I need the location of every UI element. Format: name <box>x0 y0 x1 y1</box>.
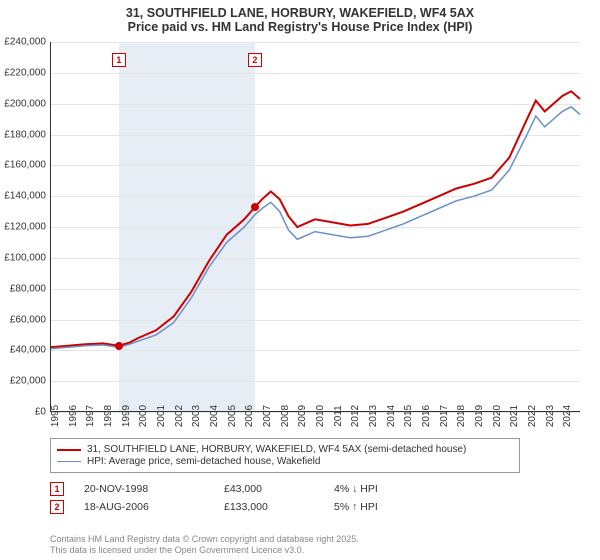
x-tick-label: 1997 <box>85 405 96 427</box>
x-tick-label: 2001 <box>156 405 167 427</box>
x-tick-label: 2011 <box>333 405 344 427</box>
title-line-1: 31, SOUTHFIELD LANE, HORBURY, WAKEFIELD,… <box>10 6 590 20</box>
line-series-svg <box>50 42 580 412</box>
series-line-hpi <box>50 107 580 349</box>
legend-row-property: 31, SOUTHFIELD LANE, HORBURY, WAKEFIELD,… <box>57 444 513 455</box>
x-tick-label: 2023 <box>545 405 556 427</box>
x-tick-label: 2004 <box>209 405 220 427</box>
y-axis-line <box>50 42 51 412</box>
attribution-line-2: This data is licensed under the Open Gov… <box>50 545 359 556</box>
x-tick-label: 2022 <box>527 405 538 427</box>
x-tick-label: 1999 <box>121 405 132 427</box>
y-tick-label: £180,000 <box>4 129 46 140</box>
x-tick-label: 2008 <box>280 405 291 427</box>
chart-title-block: 31, SOUTHFIELD LANE, HORBURY, WAKEFIELD,… <box>0 0 600 38</box>
x-tick-label: 1996 <box>68 405 79 427</box>
sales-pct: 4% ↓ HPI <box>334 483 434 495</box>
x-tick-label: 2010 <box>315 405 326 427</box>
marker-point-1 <box>115 342 123 350</box>
y-tick-label: £220,000 <box>4 67 46 78</box>
y-axis: £0£20,000£40,000£60,000£80,000£100,000£1… <box>0 42 50 412</box>
legend-label-hpi: HPI: Average price, semi-detached house,… <box>87 456 320 467</box>
sales-marker: 1 <box>50 482 64 496</box>
x-tick-label: 2000 <box>138 405 149 427</box>
x-tick-label: 2012 <box>350 405 361 427</box>
y-tick-label: £120,000 <box>4 222 46 233</box>
x-tick-label: 2017 <box>439 405 450 427</box>
legend-label-property: 31, SOUTHFIELD LANE, HORBURY, WAKEFIELD,… <box>87 444 466 455</box>
sales-pct: 5% ↑ HPI <box>334 501 434 513</box>
sales-date: 20-NOV-1998 <box>84 483 224 495</box>
legend-row-hpi: HPI: Average price, semi-detached house,… <box>57 456 513 467</box>
sales-table: 1 20-NOV-1998£43,0004% ↓ HPI 2 18-AUG-2006£… <box>50 480 434 516</box>
x-tick-label: 2014 <box>386 405 397 427</box>
x-tick-label: 2003 <box>191 405 202 427</box>
y-tick-label: £60,000 <box>10 314 46 325</box>
x-tick-label: 2013 <box>368 405 379 427</box>
x-tick-label: 1998 <box>103 405 114 427</box>
y-tick-label: £20,000 <box>10 376 46 387</box>
chart-area: £0£20,000£40,000£60,000£80,000£100,000£1… <box>50 42 580 412</box>
sales-row: 2 18-AUG-2006£133,0005% ↑ HPI <box>50 498 434 516</box>
x-tick-label: 2015 <box>403 405 414 427</box>
y-tick-label: £80,000 <box>10 283 46 294</box>
x-tick-label: 2007 <box>262 405 273 427</box>
x-tick-label: 2009 <box>297 405 308 427</box>
sales-marker: 2 <box>50 500 64 514</box>
y-tick-label: £0 <box>35 407 46 418</box>
x-tick-label: 2002 <box>174 405 185 427</box>
title-line-2: Price paid vs. HM Land Registry's House … <box>10 20 590 34</box>
y-tick-label: £160,000 <box>4 160 46 171</box>
x-tick-label: 2019 <box>474 405 485 427</box>
x-tick-label: 2018 <box>456 405 467 427</box>
x-tick-label: 2005 <box>227 405 238 427</box>
series-line-property <box>50 91 580 347</box>
legend-swatch-hpi <box>57 461 81 463</box>
x-tick-label: 1995 <box>50 405 61 427</box>
attribution: Contains HM Land Registry data © Crown c… <box>50 534 359 557</box>
y-tick-label: £100,000 <box>4 252 46 263</box>
marker-point-2 <box>251 203 259 211</box>
y-tick-label: £140,000 <box>4 191 46 202</box>
y-tick-label: £240,000 <box>4 37 46 48</box>
y-tick-label: £40,000 <box>10 345 46 356</box>
sales-date: 18-AUG-2006 <box>84 501 224 513</box>
y-tick-label: £200,000 <box>4 98 46 109</box>
sales-row: 1 20-NOV-1998£43,0004% ↓ HPI <box>50 480 434 498</box>
marker-label-1: 1 <box>112 53 126 67</box>
sales-price: £43,000 <box>224 483 334 495</box>
x-tick-label: 2024 <box>562 405 573 427</box>
x-tick-label: 2016 <box>421 405 432 427</box>
attribution-line-1: Contains HM Land Registry data © Crown c… <box>50 534 359 545</box>
legend-swatch-property <box>57 449 81 451</box>
legend: 31, SOUTHFIELD LANE, HORBURY, WAKEFIELD,… <box>50 438 520 473</box>
x-tick-label: 2021 <box>509 405 520 427</box>
x-tick-label: 2020 <box>492 405 503 427</box>
x-axis-line <box>50 411 580 412</box>
x-tick-label: 2006 <box>244 405 255 427</box>
sales-price: £133,000 <box>224 501 334 513</box>
marker-label-2: 2 <box>248 53 262 67</box>
